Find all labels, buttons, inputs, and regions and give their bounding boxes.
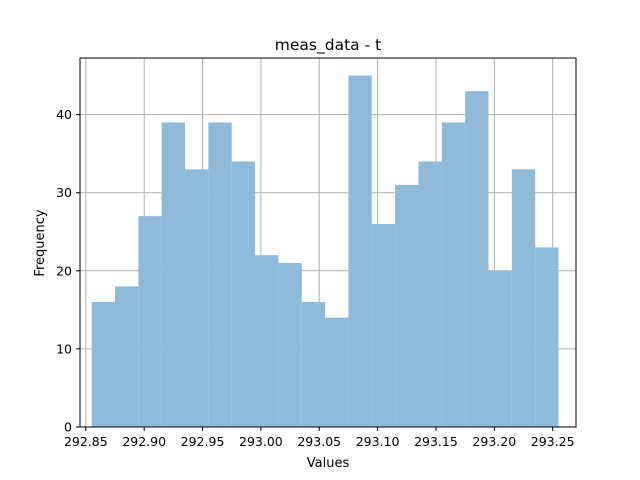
plot-frame: [79, 57, 577, 428]
x-tick-label: 293.05: [297, 434, 341, 449]
x-tick-label: 293.20: [472, 434, 516, 449]
histogram-bar: [185, 169, 209, 428]
chart-title: meas_data - t: [275, 36, 381, 55]
histogram-bar: [161, 122, 186, 427]
histogram-bar: [511, 169, 536, 428]
histogram-bar: [208, 122, 232, 427]
histogram-bar: [115, 286, 139, 427]
x-tick-label: 292.95: [181, 434, 225, 449]
histogram-bar: [255, 255, 279, 427]
histogram-bar: [91, 302, 116, 427]
histogram-bar: [371, 223, 396, 427]
histogram-bar: [325, 317, 349, 427]
histogram-bar: [488, 270, 512, 427]
x-tick-label: 292.85: [64, 434, 108, 449]
x-tick-label: 293.00: [239, 434, 283, 449]
histogram-bar: [395, 184, 419, 427]
histogram-bar: [418, 161, 442, 427]
y-tick-label: 20: [56, 263, 72, 278]
y-tick-label: 30: [56, 185, 72, 200]
x-tick-label: 293.25: [531, 434, 575, 449]
histogram-bar: [348, 75, 372, 428]
x-tick-label: 292.90: [122, 434, 166, 449]
y-tick-label: 0: [64, 420, 72, 435]
x-axis-label: Values: [307, 456, 350, 471]
histogram-bar: [465, 91, 489, 427]
histogram-bar: [231, 161, 256, 427]
bars-group: [91, 75, 559, 428]
histogram-bar: [138, 216, 162, 427]
y-tick-label: 10: [56, 341, 72, 356]
y-axis-ticks: 0 10 20 30 40: [56, 107, 80, 435]
histogram-bar: [535, 247, 559, 427]
y-axis-label: Frequency: [33, 209, 48, 276]
histogram-bar: [278, 263, 302, 427]
histogram-bar: [301, 302, 326, 427]
histogram-bar: [441, 122, 466, 427]
x-tick-label: 293.10: [356, 434, 400, 449]
x-tick-label: 293.15: [414, 434, 458, 449]
y-tick-label: 40: [56, 107, 72, 122]
x-axis-ticks: 292.85 292.90 292.95 293.00 293.05 293.10 293.…: [64, 427, 575, 449]
